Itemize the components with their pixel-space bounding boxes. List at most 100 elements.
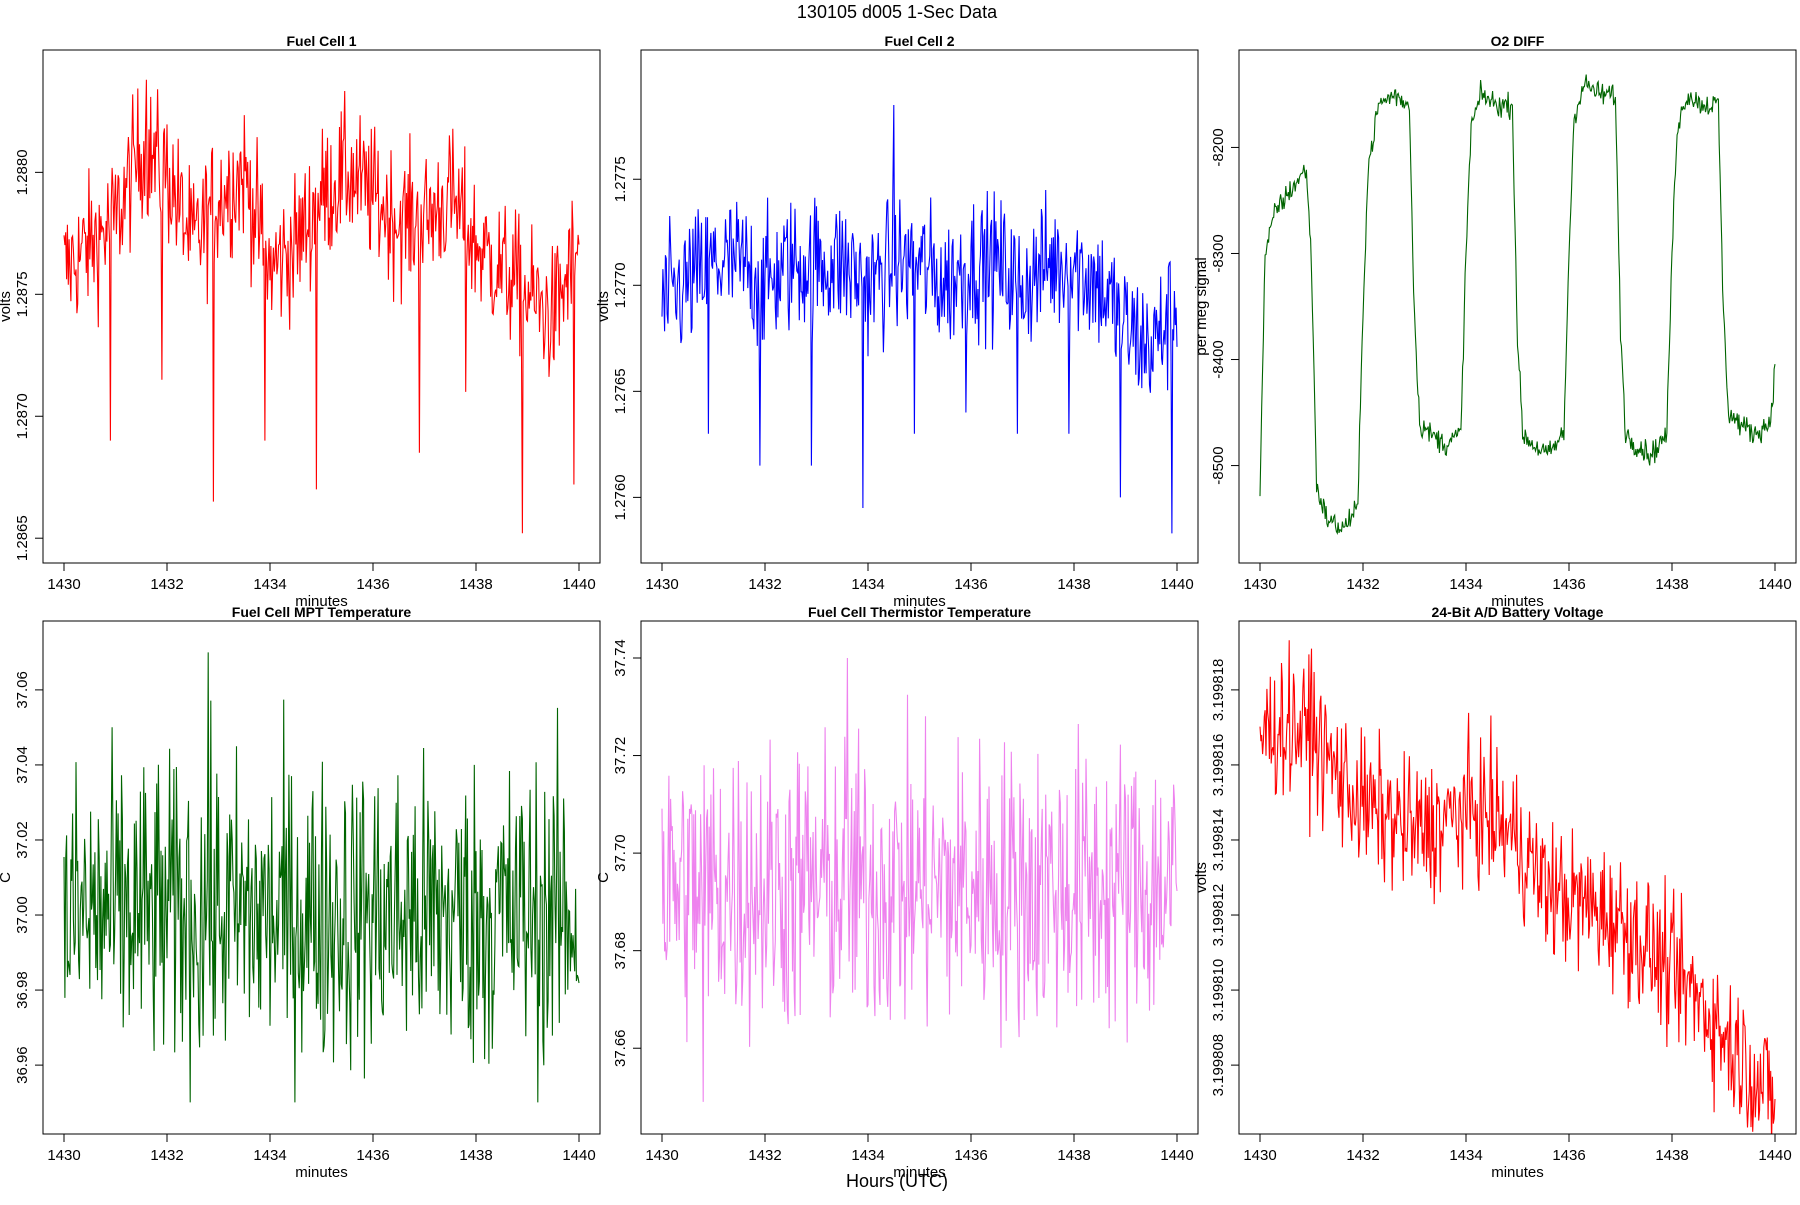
plot-frame	[42, 49, 601, 564]
x-tick-label: 1432	[150, 1147, 183, 1164]
y-tick-label: 36.98	[14, 971, 31, 1009]
x-tick-label: 1440	[562, 576, 595, 593]
x-tick-label: 1440	[1160, 1147, 1193, 1164]
y-tick-label: 37.74	[612, 639, 629, 677]
y-tick-label: 1.2760	[612, 474, 629, 520]
y-tick-label: 1.2770	[612, 262, 629, 308]
plot-frame	[640, 620, 1199, 1135]
panel-title: Fuel Cell 2	[884, 33, 954, 49]
series-line	[1259, 640, 1776, 1134]
x-tick-label: 1440	[1758, 1147, 1791, 1164]
x-tick-label: 1434	[253, 1147, 286, 1164]
panel-title: O2 DIFF	[1491, 33, 1545, 49]
y-tick-label: 37.06	[14, 671, 31, 709]
x-axis-label: minutes	[1491, 1164, 1544, 1181]
x-tick-label: 1438	[1057, 576, 1090, 593]
x-tick-label: 1434	[253, 576, 286, 593]
y-tick-label: 3.199816	[1210, 734, 1227, 797]
x-tick-label: 1434	[1449, 1147, 1482, 1164]
y-axis-label: C	[595, 872, 612, 883]
x-tick-label: 1434	[1449, 576, 1482, 593]
panel-4: Fuel Cell MPT Temperature 1430 1432 1434 143…	[0, 604, 601, 1181]
y-axis-label: per meg signal	[1193, 257, 1210, 355]
y-tick-label: 36.96	[14, 1046, 31, 1084]
y-tick-label: 1.2865	[14, 515, 31, 561]
y-tick-label: 37.66	[612, 1029, 629, 1067]
panel-1: Fuel Cell 1 1430 1432 1434 1436 1438 1440 minut…	[0, 33, 601, 610]
series-line	[1259, 74, 1776, 535]
panel-title: Fuel Cell 1	[286, 33, 356, 49]
y-tick-label: 37.04	[14, 746, 31, 784]
x-axis-label: minutes	[295, 1164, 348, 1181]
y-tick-label: 3.199814	[1210, 809, 1227, 872]
y-tick-label: 37.02	[14, 821, 31, 859]
y-axis-label: volts	[0, 291, 14, 322]
figure-xlabel: Hours (UTC)	[846, 1171, 948, 1191]
x-tick-label: 1436	[1552, 1147, 1585, 1164]
x-tick-label: 1430	[1243, 576, 1276, 593]
y-tick-label: 1.2870	[14, 393, 31, 439]
y-tick-label: 37.68	[612, 932, 629, 970]
series-line	[63, 652, 580, 1103]
x-tick-label: 1436	[356, 576, 389, 593]
x-tick-label: 1436	[1552, 576, 1585, 593]
plot-frame	[640, 49, 1199, 564]
y-tick-label: -8200	[1210, 128, 1227, 166]
panel-title: Fuel Cell Thermistor Temperature	[808, 604, 1031, 620]
x-tick-label: 1430	[1243, 1147, 1276, 1164]
series-line	[661, 657, 1178, 1102]
x-axis-label: minutes	[893, 1164, 946, 1181]
panels: Fuel Cell 1 1430 1432 1434 1436 1438 1440 minut…	[0, 33, 1797, 1181]
y-tick-label: 1.2875	[14, 271, 31, 317]
panel-title: Fuel Cell MPT Temperature	[232, 604, 412, 620]
y-tick-label: 37.72	[612, 737, 629, 775]
y-tick-label: -8300	[1210, 234, 1227, 272]
x-tick-label: 1432	[150, 576, 183, 593]
figure-title: 130105 d005 1-Sec Data	[797, 2, 998, 22]
panel-5: Fuel Cell Thermistor Temperature 1430 1432…	[595, 604, 1199, 1181]
plot-frame	[1238, 620, 1797, 1135]
x-tick-label: 1438	[459, 576, 492, 593]
x-tick-label: 1430	[645, 576, 678, 593]
series-line	[661, 104, 1178, 534]
x-tick-label: 1434	[851, 1147, 884, 1164]
x-tick-label: 1432	[1346, 576, 1379, 593]
x-tick-label: 1440	[1758, 576, 1791, 593]
panel-3: O2 DIFF 1430 1432 1434 1436 1438 1440 minutes -8…	[1193, 33, 1797, 610]
x-tick-label: 1432	[748, 576, 781, 593]
series-line	[63, 79, 580, 534]
y-axis-label: C	[0, 872, 14, 883]
x-axis-label: minutes	[1491, 593, 1544, 610]
plot-frame	[1238, 49, 1797, 564]
panel-title: 24-Bit A/D Battery Voltage	[1432, 604, 1604, 620]
x-tick-label: 1438	[1057, 1147, 1090, 1164]
x-tick-label: 1430	[47, 576, 80, 593]
x-tick-label: 1440	[1160, 576, 1193, 593]
plot-frame	[42, 620, 601, 1135]
x-tick-label: 1436	[356, 1147, 389, 1164]
y-tick-label: 1.2880	[14, 149, 31, 195]
y-axis-label: volts	[1193, 862, 1210, 893]
panel-6: 24-Bit A/D Battery Voltage 1430 1432 1434 14…	[1193, 604, 1797, 1181]
y-tick-label: -8400	[1210, 340, 1227, 378]
x-tick-label: 1440	[562, 1147, 595, 1164]
y-tick-label: -8500	[1210, 446, 1227, 484]
y-tick-label: 3.199810	[1210, 959, 1227, 1022]
y-tick-label: 3.199818	[1210, 659, 1227, 722]
x-tick-label: 1430	[47, 1147, 80, 1164]
x-tick-label: 1432	[748, 1147, 781, 1164]
x-tick-label: 1438	[1655, 1147, 1688, 1164]
x-tick-label: 1430	[645, 1147, 678, 1164]
x-tick-label: 1438	[459, 1147, 492, 1164]
y-tick-label: 3.199812	[1210, 884, 1227, 947]
x-tick-label: 1438	[1655, 576, 1688, 593]
x-tick-label: 1432	[1346, 1147, 1379, 1164]
y-tick-label: 37.00	[14, 896, 31, 934]
x-axis-label: minutes	[893, 593, 946, 610]
y-tick-label: 1.2775	[612, 156, 629, 202]
y-axis-label: volts	[595, 291, 612, 322]
y-tick-label: 37.70	[612, 834, 629, 872]
x-tick-label: 1436	[954, 1147, 987, 1164]
